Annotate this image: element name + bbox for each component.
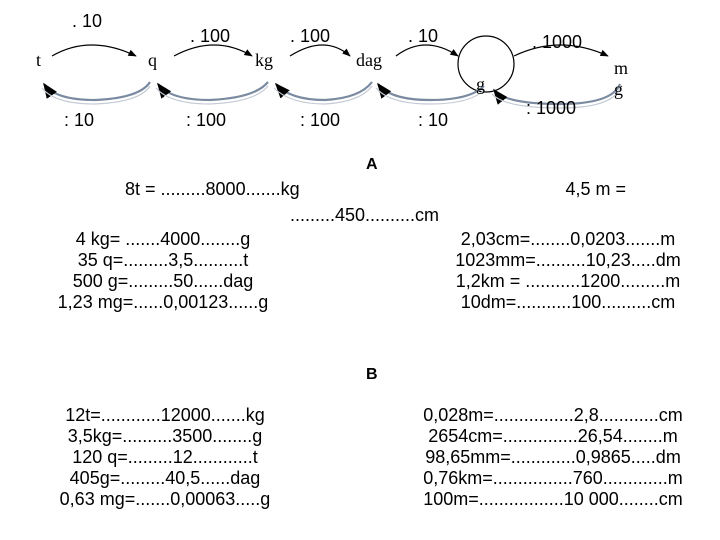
op-multiply-dag-g: . 10 <box>408 26 439 46</box>
exercise-b-right-1: 0,028m=................2,8............cm <box>423 405 683 425</box>
exercise-b-right-3: 98,65mm=.............0,9865.....dm <box>425 447 681 467</box>
exercise-b-left-4: 405g=.........40,5......dag <box>69 468 261 488</box>
unit-t: t <box>36 50 42 70</box>
exercise-a-right-1: 4,5 m = <box>565 179 626 199</box>
op-divide-dag-kg: : 100 <box>300 110 341 130</box>
exercise-a-right-4: 1,2km = ...........1200.........m <box>455 271 681 291</box>
arrow-t-to-q <box>51 44 137 57</box>
return-arrow-q-to-t <box>43 81 151 102</box>
exercise-b-left-5: 0,63 mg=.......0,00063.....g <box>59 489 271 509</box>
return-arrow-g-to-dag <box>377 82 485 102</box>
exercise-b-right-4: 0,76km=................760.............m <box>423 468 683 488</box>
return-arrow-mg-to-g <box>493 83 622 106</box>
unit-q: q <box>148 50 157 70</box>
return-arrow-kg-to-q <box>157 81 269 102</box>
exercise-a-left-1: 8t = .........8000.......kg <box>125 179 300 199</box>
unit-g: g <box>476 74 485 94</box>
op-divide-g-dag: : 10 <box>418 110 449 130</box>
op-multiply-g-mg: . 1000 <box>532 32 583 52</box>
op-divide-q-t: : 10 <box>64 110 95 130</box>
return-arrow-dag-to-kg <box>274 81 373 102</box>
exercise-a-left-5: 1,23 mg=......0,00123......g <box>57 292 269 312</box>
conversion-diagram <box>41 35 622 109</box>
exercise-a-left-4: 500 g=.........50......dag <box>72 271 254 291</box>
section-a-right-list: 2,03cm=........0,0203.......m 1023mm=...… <box>418 229 718 313</box>
op-divide-kg-q: : 100 <box>186 110 227 130</box>
section-b-label: B <box>366 366 378 383</box>
section-a-label: A <box>366 156 378 173</box>
exercise-a-right-5: 10dm=...........100..........cm <box>460 292 676 312</box>
op-multiply-q-kg: . 100 <box>190 26 231 46</box>
section-a-left-list: 4 kg= .......4000........g 35 q=........… <box>18 229 308 313</box>
exercise-a-left-2: 4 kg= .......4000........g <box>75 229 251 249</box>
exercise-b-left-3: 120 q=.........12............t <box>72 447 258 467</box>
arrow-dag-to-g <box>395 44 459 57</box>
op-multiply-t-q: . 10 <box>72 11 103 31</box>
op-divide-mg-g: : 1000 <box>526 98 577 118</box>
exercise-b-right-5: 100m=.................10 000........cm <box>423 489 683 509</box>
section-b-left-list: 12t=............12000.......kg 3,5kg=...… <box>20 405 310 510</box>
unit-kg: kg <box>255 50 273 70</box>
unit-circle-g <box>457 35 515 93</box>
arrow-kg-to-dag <box>289 44 351 57</box>
unit-dag: dag <box>356 50 382 70</box>
arrow-q-to-kg <box>173 44 253 57</box>
op-multiply-kg-dag: . 100 <box>290 26 331 46</box>
unit-mg: mg <box>614 58 629 99</box>
exercise-b-left-2: 3,5kg=..........3500........g <box>67 426 263 446</box>
exercise-a-left-3: 35 q=.........3,5..........t <box>77 250 249 270</box>
exercise-b-right-2: 2654cm=...............26,54........m <box>428 426 678 446</box>
exercise-a-right-3: 1023mm=..........10,23.....dm <box>455 250 681 270</box>
exercise-a-right-2: 2,03cm=........0,0203.......m <box>460 229 676 249</box>
arrow-g-to-mg <box>513 44 609 57</box>
section-b-right-list: 0,028m=................2,8............cm… <box>388 405 718 510</box>
exercise-a-right-1-cont: .........450..........cm <box>290 205 440 225</box>
exercise-b-left-1: 12t=............12000.......kg <box>65 405 265 425</box>
